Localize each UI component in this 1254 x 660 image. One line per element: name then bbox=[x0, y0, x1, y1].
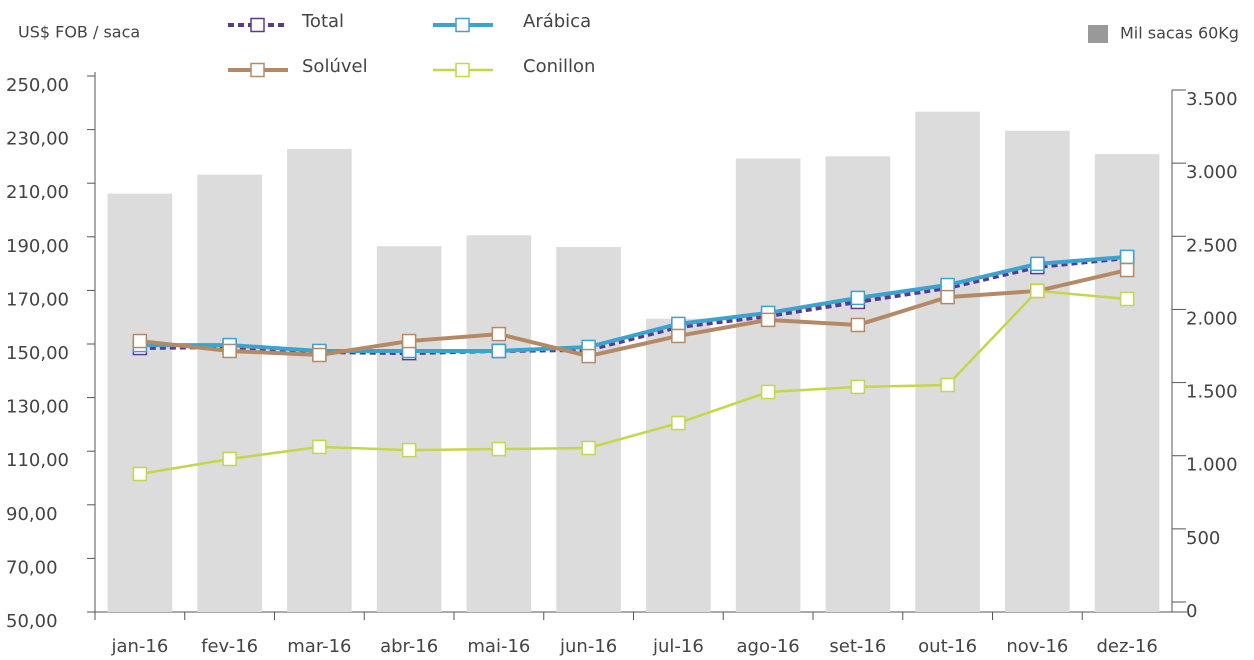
x-tick-label: jan-16 bbox=[110, 636, 168, 657]
y-tick-label: 50,00 bbox=[6, 611, 58, 632]
marker bbox=[312, 439, 327, 455]
marker bbox=[760, 384, 776, 400]
x-tick-label: jul-16 bbox=[652, 636, 704, 657]
legend-marker bbox=[455, 62, 470, 78]
y2-tick-label: 3.000 bbox=[1186, 162, 1238, 183]
marker bbox=[491, 326, 507, 342]
marker bbox=[671, 415, 686, 431]
x-tick-label: dez-16 bbox=[1096, 636, 1157, 657]
line-series bbox=[139, 254, 1128, 353]
legend-marker bbox=[250, 17, 265, 33]
legend-label: Arábica bbox=[523, 11, 591, 32]
y2-tick-label: 1.500 bbox=[1186, 382, 1238, 403]
x-tick-label: out-16 bbox=[918, 636, 977, 657]
bar bbox=[107, 193, 173, 612]
bar bbox=[197, 174, 262, 612]
bar bbox=[1005, 130, 1070, 612]
legend-label: Mil sacas 60Kg bbox=[1120, 24, 1239, 43]
marker bbox=[222, 343, 237, 359]
y2-tick-label: 1.000 bbox=[1186, 455, 1238, 476]
y2-tick-label: 3.500 bbox=[1186, 89, 1238, 110]
marker bbox=[222, 451, 237, 467]
marker bbox=[132, 333, 148, 349]
marker bbox=[850, 290, 866, 306]
x-tick-label: mar-16 bbox=[287, 636, 351, 657]
y2-tick-label: 2.500 bbox=[1186, 235, 1238, 256]
y-tick-label: 90,00 bbox=[6, 504, 58, 525]
y-axis-title: US$ FOB / saca bbox=[18, 23, 140, 42]
marker bbox=[401, 442, 417, 458]
y-tick-label: 70,00 bbox=[6, 557, 58, 578]
y-tick-label: 230,00 bbox=[6, 129, 69, 150]
x-tick-label: jun-16 bbox=[559, 636, 617, 657]
marker bbox=[760, 312, 776, 328]
marker bbox=[1119, 291, 1135, 307]
bar bbox=[376, 246, 442, 613]
legend-marker bbox=[455, 17, 470, 33]
marker bbox=[1119, 262, 1135, 278]
marker bbox=[312, 347, 327, 363]
y-tick-label: 150,00 bbox=[6, 343, 69, 364]
marker bbox=[1030, 283, 1045, 299]
legend-swatch bbox=[1088, 25, 1108, 43]
marker bbox=[581, 440, 596, 456]
y-tick-label: 130,00 bbox=[6, 397, 69, 418]
legend-marker bbox=[250, 62, 265, 78]
y2-tick-label: 500 bbox=[1186, 528, 1220, 549]
marker bbox=[1119, 249, 1135, 265]
x-tick-label: ago-16 bbox=[737, 636, 800, 657]
marker bbox=[401, 333, 417, 349]
x-tick-label: abr-16 bbox=[380, 636, 438, 657]
marker bbox=[491, 343, 507, 359]
marker bbox=[671, 316, 686, 332]
legend-label: Conillon bbox=[523, 56, 595, 77]
marker bbox=[850, 379, 866, 395]
marker bbox=[940, 289, 955, 305]
x-tick-label: set-16 bbox=[829, 636, 886, 657]
marker bbox=[940, 377, 955, 393]
marker bbox=[1030, 256, 1045, 272]
legend-label: Total bbox=[301, 11, 344, 32]
bar bbox=[1094, 154, 1160, 612]
x-tick-label: fev-16 bbox=[201, 636, 258, 657]
bar bbox=[287, 149, 352, 612]
line-series bbox=[139, 289, 1128, 476]
marker bbox=[850, 317, 866, 333]
y2-tick-label: 0 bbox=[1186, 601, 1197, 622]
bar bbox=[466, 235, 532, 613]
legend-label: Solúvel bbox=[302, 56, 368, 77]
marker bbox=[491, 441, 507, 457]
bar bbox=[646, 318, 711, 612]
y-tick-label: 190,00 bbox=[6, 236, 69, 257]
y-tick-label: 110,00 bbox=[6, 450, 69, 471]
marker bbox=[581, 348, 596, 364]
x-tick-label: nov-16 bbox=[1006, 636, 1068, 657]
bar bbox=[556, 247, 621, 612]
y2-tick-label: 2.000 bbox=[1186, 308, 1238, 329]
x-tick-label: mai-16 bbox=[467, 636, 530, 657]
line-series bbox=[139, 268, 1128, 359]
marker bbox=[671, 328, 686, 344]
marker bbox=[132, 466, 148, 482]
marker bbox=[940, 277, 955, 293]
y-tick-label: 250,00 bbox=[6, 75, 69, 96]
y-tick-label: 210,00 bbox=[6, 182, 69, 203]
y-tick-label: 170,00 bbox=[6, 289, 69, 310]
